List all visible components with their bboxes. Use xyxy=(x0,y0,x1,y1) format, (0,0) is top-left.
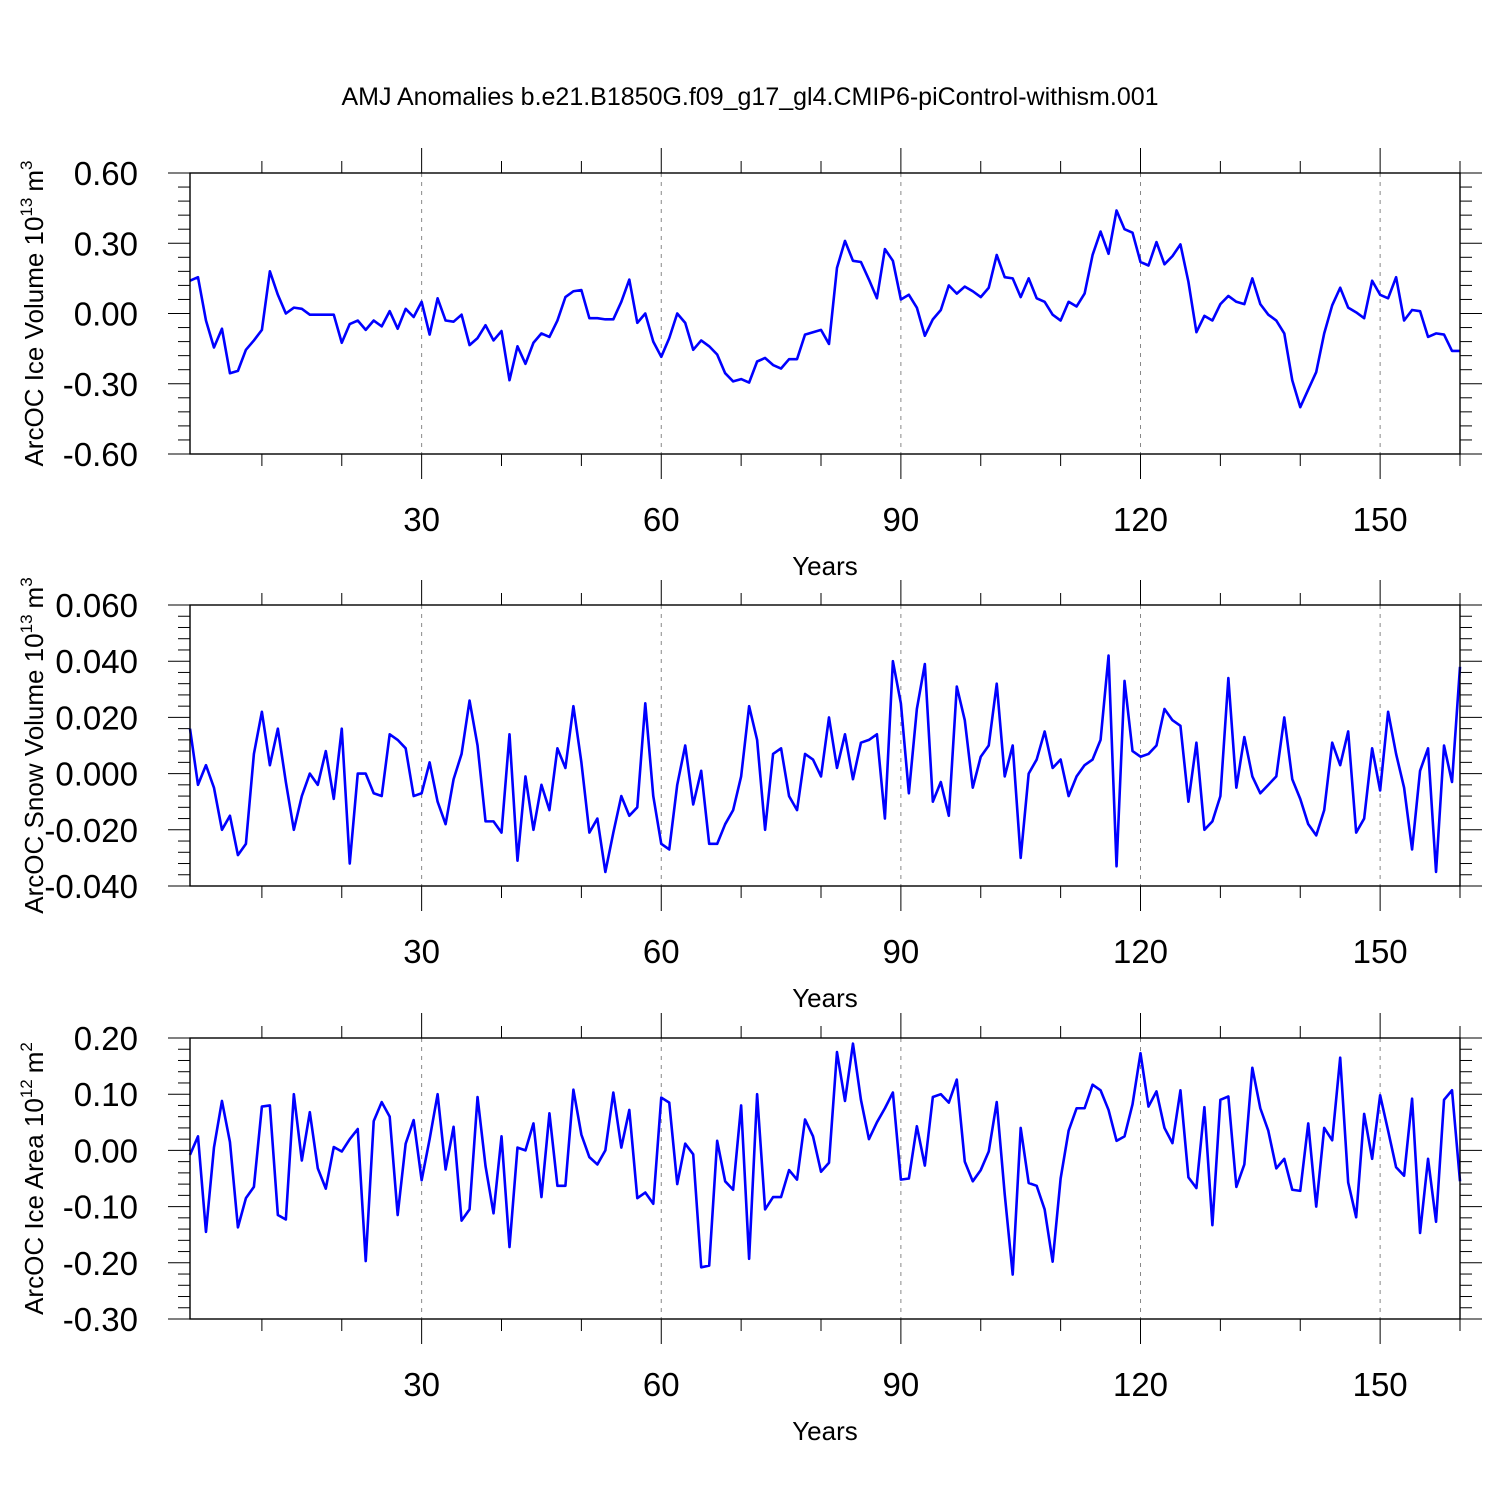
series-line xyxy=(189,209,1460,409)
x-tick-label: 90 xyxy=(883,933,920,970)
x-axis-label: Years xyxy=(792,551,858,581)
y-tick-label: -0.30 xyxy=(63,366,138,403)
y-tick-label: 0.20 xyxy=(74,1020,138,1057)
x-tick-label: 120 xyxy=(1113,1366,1168,1403)
y-tick-label: 0.020 xyxy=(55,699,138,736)
x-tick-label: 90 xyxy=(883,1366,920,1403)
x-tick-label: 30 xyxy=(403,501,440,538)
y-tick-label: 0.30 xyxy=(74,225,138,262)
plot-frame xyxy=(189,604,1461,887)
y-tick-label: 0.60 xyxy=(74,155,138,192)
x-axis-label: Years xyxy=(792,983,858,1013)
y-tick-label: -0.60 xyxy=(63,436,138,473)
y-tick-label: 0.00 xyxy=(74,1132,138,1169)
chart-panel-2: -0.040 -0.020 0.000 0.020 0.040 0.060 30 60 90 12… xyxy=(17,577,1482,1013)
x-tick-label: 120 xyxy=(1113,933,1168,970)
series-line xyxy=(188,654,1462,874)
y-tick-label: -0.10 xyxy=(63,1189,138,1226)
y-axis-label: ArcOC Ice Area 1012m2 xyxy=(17,1042,49,1315)
y-tick-label: -0.020 xyxy=(44,812,138,849)
chart-title: AMJ Anomalies b.e21.B1850G.f09_g17_gl4.C… xyxy=(341,83,1158,111)
x-tick-label: 30 xyxy=(403,933,440,970)
series-line xyxy=(188,1042,1462,1276)
plot-frame xyxy=(189,1037,1461,1320)
y-axis-label: ArcOC Ice Volume 1013m3 xyxy=(17,160,49,466)
x-tick-label: 120 xyxy=(1113,501,1168,538)
x-tick-label: 60 xyxy=(643,1366,680,1403)
x-tick-label: 60 xyxy=(643,501,680,538)
x-axis-label: Years xyxy=(792,1416,858,1446)
x-tick-label: 150 xyxy=(1353,501,1408,538)
chart-panel-3: -0.30 -0.20 -0.10 0.00 0.10 0.20 30 60 90 120 150 Y… xyxy=(17,1013,1482,1446)
plot-frame xyxy=(189,172,1461,455)
y-axis-label: ArcOC Snow Volume 1013m3 xyxy=(17,577,49,913)
x-tick-label: 90 xyxy=(883,501,920,538)
y-tick-label: 0.000 xyxy=(55,756,138,793)
y-tick-label: -0.30 xyxy=(63,1301,138,1338)
y-tick-label: -0.20 xyxy=(63,1245,138,1282)
x-tick-label: 30 xyxy=(403,1366,440,1403)
y-tick-label: 0.10 xyxy=(74,1076,138,1113)
x-tick-label: 60 xyxy=(643,933,680,970)
y-tick-label: 0.040 xyxy=(55,643,138,680)
y-tick-label: -0.040 xyxy=(44,868,138,905)
chart-panel-1: -0.60 -0.30 0.00 0.30 0.60 30 60 90 120 150 Years A… xyxy=(17,148,1482,581)
y-tick-label: 0.00 xyxy=(74,296,138,333)
y-tick-label: 0.060 xyxy=(55,587,138,624)
x-tick-label: 150 xyxy=(1353,933,1408,970)
x-tick-label: 150 xyxy=(1353,1366,1408,1403)
